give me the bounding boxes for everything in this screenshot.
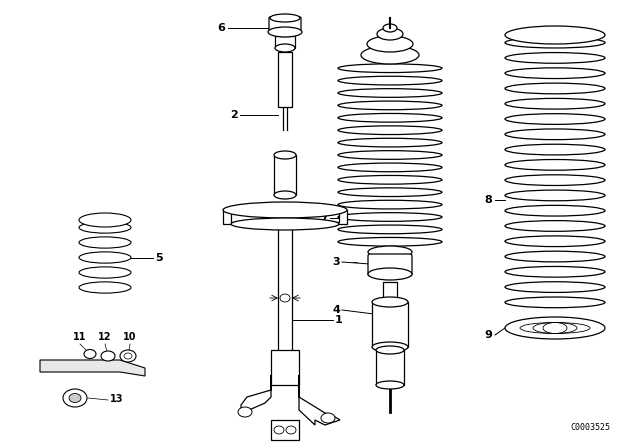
Ellipse shape <box>505 99 605 109</box>
Ellipse shape <box>505 37 605 48</box>
Ellipse shape <box>338 138 442 147</box>
Ellipse shape <box>377 28 403 40</box>
Bar <box>278 52 292 107</box>
Ellipse shape <box>505 52 605 63</box>
Bar <box>278 224 292 360</box>
Polygon shape <box>40 360 145 376</box>
Text: ─: ─ <box>353 258 358 267</box>
Ellipse shape <box>79 222 131 233</box>
Ellipse shape <box>268 27 302 37</box>
Ellipse shape <box>79 282 131 293</box>
Ellipse shape <box>367 36 413 52</box>
Ellipse shape <box>338 225 442 234</box>
Ellipse shape <box>338 101 442 110</box>
Ellipse shape <box>505 297 605 308</box>
Ellipse shape <box>505 129 605 140</box>
Ellipse shape <box>275 44 295 52</box>
Text: 7: 7 <box>320 213 328 223</box>
Polygon shape <box>241 375 271 415</box>
Bar <box>383 282 397 302</box>
Ellipse shape <box>338 76 442 85</box>
Text: 10: 10 <box>124 332 137 342</box>
Text: 3: 3 <box>332 257 340 267</box>
Bar <box>275 36 295 48</box>
Ellipse shape <box>79 237 131 248</box>
Ellipse shape <box>338 237 442 246</box>
Text: C0003525: C0003525 <box>570 423 610 432</box>
FancyBboxPatch shape <box>269 17 301 33</box>
Ellipse shape <box>361 46 419 64</box>
Ellipse shape <box>505 236 605 246</box>
Ellipse shape <box>505 317 605 339</box>
Polygon shape <box>223 210 347 224</box>
Text: 2: 2 <box>230 110 238 120</box>
Ellipse shape <box>338 200 442 209</box>
Ellipse shape <box>338 213 442 221</box>
Text: 12: 12 <box>99 332 112 342</box>
Ellipse shape <box>338 151 442 159</box>
Ellipse shape <box>505 175 605 185</box>
Ellipse shape <box>238 407 252 417</box>
Ellipse shape <box>79 267 131 278</box>
Ellipse shape <box>79 252 131 263</box>
Ellipse shape <box>505 114 605 125</box>
Ellipse shape <box>505 267 605 277</box>
Text: 1: 1 <box>335 315 343 325</box>
Ellipse shape <box>376 381 404 389</box>
Ellipse shape <box>505 159 605 170</box>
Text: 4: 4 <box>332 305 340 315</box>
Ellipse shape <box>338 64 442 73</box>
Ellipse shape <box>376 346 404 354</box>
Ellipse shape <box>274 151 296 159</box>
FancyBboxPatch shape <box>368 254 412 276</box>
Ellipse shape <box>338 113 442 122</box>
Bar <box>271 350 299 385</box>
Text: 8: 8 <box>484 195 492 205</box>
Ellipse shape <box>505 282 605 293</box>
Polygon shape <box>271 420 299 440</box>
Ellipse shape <box>505 190 605 201</box>
Ellipse shape <box>338 188 442 197</box>
Ellipse shape <box>120 350 136 362</box>
Ellipse shape <box>79 213 131 227</box>
Polygon shape <box>299 375 340 425</box>
Text: 13: 13 <box>110 394 124 404</box>
Ellipse shape <box>321 413 335 423</box>
Ellipse shape <box>505 68 605 78</box>
Bar <box>274 155 296 195</box>
Ellipse shape <box>505 144 605 155</box>
Ellipse shape <box>505 26 605 44</box>
Ellipse shape <box>338 163 442 172</box>
Ellipse shape <box>274 191 296 199</box>
Bar <box>372 302 408 347</box>
Text: 6: 6 <box>368 257 376 267</box>
Ellipse shape <box>505 251 605 262</box>
Ellipse shape <box>338 126 442 134</box>
Ellipse shape <box>69 393 81 402</box>
Text: 9: 9 <box>484 330 492 340</box>
Ellipse shape <box>338 89 442 97</box>
Ellipse shape <box>505 83 605 94</box>
Ellipse shape <box>505 205 605 216</box>
Ellipse shape <box>223 202 347 218</box>
Text: 6: 6 <box>217 23 225 33</box>
Ellipse shape <box>368 246 412 258</box>
Bar <box>376 350 404 385</box>
Ellipse shape <box>231 218 339 230</box>
Text: 11: 11 <box>73 332 87 342</box>
Ellipse shape <box>372 342 408 352</box>
Ellipse shape <box>63 389 87 407</box>
Ellipse shape <box>505 220 605 231</box>
Ellipse shape <box>383 24 397 32</box>
Ellipse shape <box>270 14 300 22</box>
Ellipse shape <box>101 351 115 361</box>
Ellipse shape <box>84 349 96 358</box>
Ellipse shape <box>372 297 408 307</box>
Ellipse shape <box>338 176 442 184</box>
Ellipse shape <box>368 268 412 280</box>
Text: 5: 5 <box>155 253 163 263</box>
